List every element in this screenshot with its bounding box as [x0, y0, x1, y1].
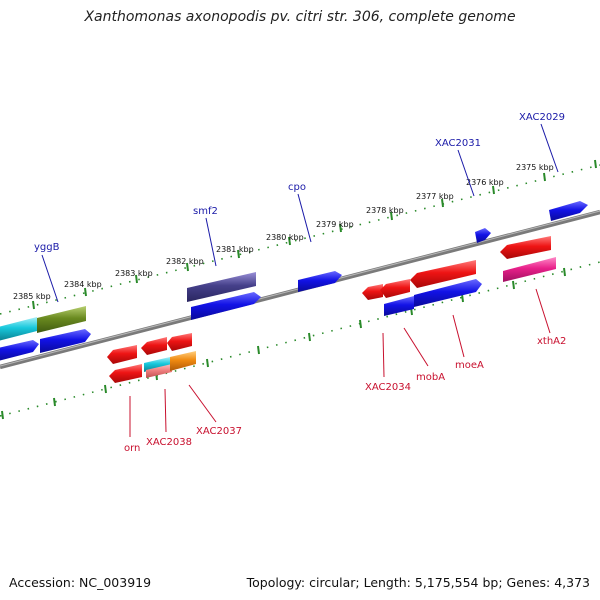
tick-label: 2381 kbp	[216, 245, 254, 254]
gene-label: yggB	[34, 242, 60, 253]
topology-text: Topology: circular; Length: 5,175,554 bp…	[246, 575, 590, 590]
accession-text: Accession: NC_003919	[9, 575, 152, 590]
map-title: Xanthomonas axonopodis pv. citri str. 30…	[84, 9, 516, 25]
gene-arrow-reverse[interactable]	[167, 333, 192, 351]
gene-label: XAC2029	[519, 112, 565, 123]
gene-arrow-reverse[interactable]	[500, 236, 551, 259]
gene-arrow-reverse[interactable]	[170, 351, 196, 371]
tick-label: 2384 kbp	[64, 280, 102, 289]
gene-arrow-reverse[interactable]	[362, 284, 383, 300]
gene-label: smf2	[193, 206, 218, 217]
upper-major-ticks	[32, 159, 597, 310]
forward-leader-lines	[41, 123, 559, 303]
gene-arrow-forward[interactable]	[37, 306, 86, 333]
gene-arrow-reverse[interactable]	[380, 279, 410, 298]
gene-arrow-forward[interactable]	[0, 340, 39, 361]
reverse-leader-lines	[129, 288, 551, 437]
gene-arrow-forward[interactable]	[384, 296, 414, 316]
tick-label: 2382 kbp	[166, 257, 204, 266]
gene-arrow-reverse[interactable]	[144, 357, 170, 372]
gene-arrow-forward[interactable]	[187, 272, 256, 302]
tick-label: 2376 kbp	[466, 178, 504, 187]
lower-major-ticks	[1, 267, 566, 420]
tick-label: 2380 kbp	[266, 233, 304, 242]
gene-arrow-reverse[interactable]	[107, 345, 137, 364]
tick-label: 2375 kbp	[516, 163, 554, 172]
gene-label: mobA	[416, 372, 445, 383]
gene-label: XAC2034	[365, 382, 411, 393]
gene-arrow-reverse[interactable]	[410, 260, 476, 288]
gene-arrow-forward[interactable]	[414, 279, 482, 307]
gene-label: XAC2038	[146, 437, 192, 448]
gene-label: xthA2	[537, 336, 566, 347]
gene-arrow-reverse[interactable]	[109, 364, 142, 383]
gene-arrow-forward[interactable]	[298, 271, 342, 292]
gene-arrow-forward[interactable]	[475, 228, 491, 243]
gene-label: orn	[124, 443, 140, 454]
gene-label: moeA	[455, 360, 484, 371]
tick-label: 2385 kbp	[13, 292, 51, 301]
gene-arrow-forward[interactable]	[191, 292, 261, 320]
gene-arrow-reverse[interactable]	[141, 337, 167, 355]
gene-arrow-forward[interactable]	[40, 329, 91, 353]
gene-arrow-reverse[interactable]	[146, 364, 172, 378]
tick-label: 2383 kbp	[115, 269, 153, 278]
gene-label: XAC2037	[196, 426, 242, 437]
gene-label: cpo	[288, 182, 306, 193]
gene-label: XAC2031	[435, 138, 481, 149]
gene-arrow-forward[interactable]	[549, 201, 588, 221]
tick-label: 2379 kbp	[316, 220, 354, 229]
gene-arrow-forward[interactable]	[0, 317, 37, 341]
tick-label: 2378 kbp	[366, 206, 404, 215]
gene-arrow-reverse[interactable]	[503, 257, 556, 282]
tick-label: 2377 kbp	[416, 192, 454, 201]
